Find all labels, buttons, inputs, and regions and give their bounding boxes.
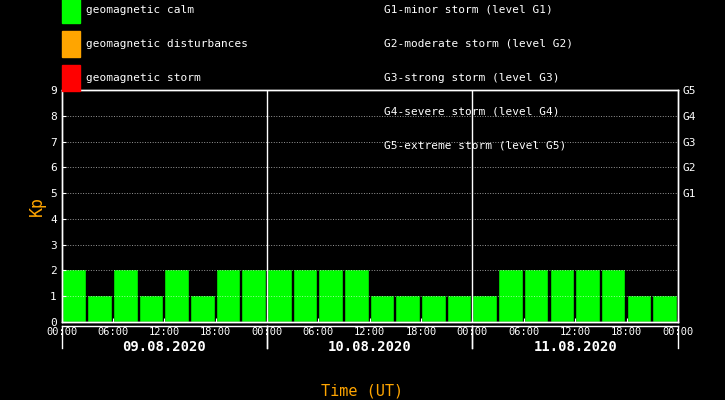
Bar: [114, 270, 138, 322]
Text: G4-severe storm (level G4): G4-severe storm (level G4): [384, 107, 560, 117]
Text: 09.08.2020: 09.08.2020: [123, 340, 206, 354]
Bar: [550, 270, 574, 322]
Bar: [191, 296, 215, 322]
Bar: [397, 296, 420, 322]
Text: Time (UT): Time (UT): [321, 383, 404, 398]
Text: 10.08.2020: 10.08.2020: [328, 340, 412, 354]
Text: G3-strong storm (level G3): G3-strong storm (level G3): [384, 73, 560, 83]
Text: G5-extreme storm (level G5): G5-extreme storm (level G5): [384, 141, 566, 151]
Bar: [602, 270, 626, 322]
Bar: [140, 296, 163, 322]
Bar: [268, 270, 291, 322]
Bar: [370, 296, 394, 322]
Bar: [653, 296, 677, 322]
Bar: [62, 270, 86, 322]
Bar: [448, 296, 471, 322]
Text: G1-minor storm (level G1): G1-minor storm (level G1): [384, 5, 553, 15]
Bar: [217, 270, 240, 322]
Bar: [525, 270, 548, 322]
Text: G2-moderate storm (level G2): G2-moderate storm (level G2): [384, 39, 573, 49]
Bar: [320, 270, 343, 322]
Bar: [345, 270, 369, 322]
Bar: [628, 296, 651, 322]
Bar: [499, 270, 523, 322]
Text: geomagnetic storm: geomagnetic storm: [86, 73, 200, 83]
Text: 11.08.2020: 11.08.2020: [534, 340, 617, 354]
Y-axis label: Kp: Kp: [28, 196, 46, 216]
Bar: [422, 296, 446, 322]
Bar: [576, 270, 600, 322]
Text: geomagnetic disturbances: geomagnetic disturbances: [86, 39, 247, 49]
Text: geomagnetic calm: geomagnetic calm: [86, 5, 194, 15]
Bar: [473, 296, 497, 322]
Bar: [88, 296, 112, 322]
Bar: [242, 270, 266, 322]
Bar: [165, 270, 189, 322]
Bar: [294, 270, 318, 322]
